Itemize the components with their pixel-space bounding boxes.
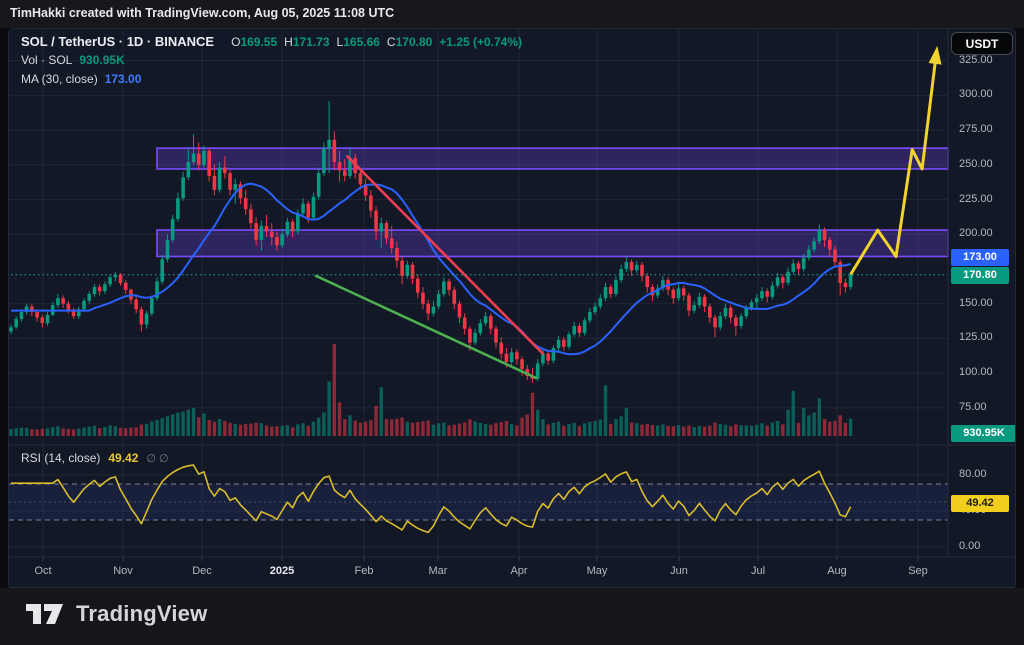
volume-value: 930.95K <box>79 53 125 67</box>
volume-bars <box>9 344 853 436</box>
currency-button[interactable]: USDT <box>951 32 1013 55</box>
time-tick-label: Jul <box>750 565 766 577</box>
chart-widget: SOL / TetherUS · 1D · BINANCE O169.55 H171… <box>8 28 1016 588</box>
tradingview-wordmark: TradingView <box>76 601 208 626</box>
attribution-bar: TimHakki created with TradingView.com, A… <box>0 0 1024 28</box>
time-tick-label: Sep <box>908 565 928 577</box>
rsi-legend[interactable]: RSI (14, close) 49.42 ∅ ∅ <box>21 449 169 467</box>
change-value: +1.25 (+0.74%) <box>439 35 523 49</box>
low-value: 165.66 <box>343 35 380 49</box>
tradingview-logo[interactable]: TradingView <box>26 601 207 627</box>
time-tick-label: Jun <box>670 565 688 577</box>
chart-canvas[interactable] <box>9 29 1016 588</box>
rsi-badge: 49.42 <box>951 494 1009 512</box>
volume-row[interactable]: Vol · SOL 930.95K <box>21 51 522 70</box>
time-tick-label: Apr <box>510 565 528 577</box>
high-value: 171.73 <box>292 35 330 49</box>
time-tick-label: May <box>586 565 608 577</box>
rsi-value: 49.42 <box>108 451 139 465</box>
pane-separators <box>9 29 1015 561</box>
volume-label: Vol · SOL <box>21 53 73 67</box>
open-value: 169.55 <box>240 35 278 49</box>
projection-arrow <box>849 45 942 276</box>
ma-row[interactable]: MA (30, close) 173.00 <box>21 70 522 89</box>
rsi-pane <box>9 464 948 534</box>
legend: SOL / TetherUS · 1D · BINANCE O169.55 H171… <box>21 32 522 89</box>
time-tick-label: Feb <box>354 565 374 577</box>
high-label: H <box>284 35 293 49</box>
symbol-title: SOL / TetherUS · 1D · BINANCE <box>21 34 215 49</box>
rsi-label: RSI (14, close) <box>21 451 101 465</box>
time-tick-label: Oct <box>34 565 52 577</box>
low-label: L <box>336 35 344 49</box>
time-tick-label: Nov <box>113 565 133 577</box>
time-tick-label: 2025 <box>269 565 295 577</box>
time-tick-label: Mar <box>428 565 448 577</box>
ma-badge: 173.00 <box>951 249 1009 267</box>
price-badge: 170.80 <box>951 266 1009 284</box>
close-label: C <box>386 35 396 49</box>
ma-value: 173.00 <box>104 72 142 86</box>
close-value: 170.80 <box>395 35 433 49</box>
time-tick-label: Dec <box>192 565 212 577</box>
symbol-row[interactable]: SOL / TetherUS · 1D · BINANCE O169.55 H171… <box>21 32 522 51</box>
attribution-text: TimHakki created with TradingView.com, A… <box>10 6 395 20</box>
trend-lines <box>314 155 545 380</box>
volume-badge: 930.95K <box>951 425 1015 442</box>
rsi-hidden-icons: ∅ ∅ <box>146 453 169 465</box>
time-axis[interactable]: Oct Nov Dec 2025 Feb Mar Apr May Jun Jul Aug Sep <box>9 557 1015 587</box>
grid-lines <box>9 29 948 557</box>
tradingview-icon <box>26 604 63 624</box>
candlesticks <box>9 100 853 383</box>
time-tick-label: Aug <box>827 565 847 577</box>
footer-bar: TradingView <box>0 588 1024 645</box>
ma-line <box>11 182 851 356</box>
ma-label: MA (30, close) <box>21 72 98 86</box>
open-label: O <box>231 35 241 49</box>
